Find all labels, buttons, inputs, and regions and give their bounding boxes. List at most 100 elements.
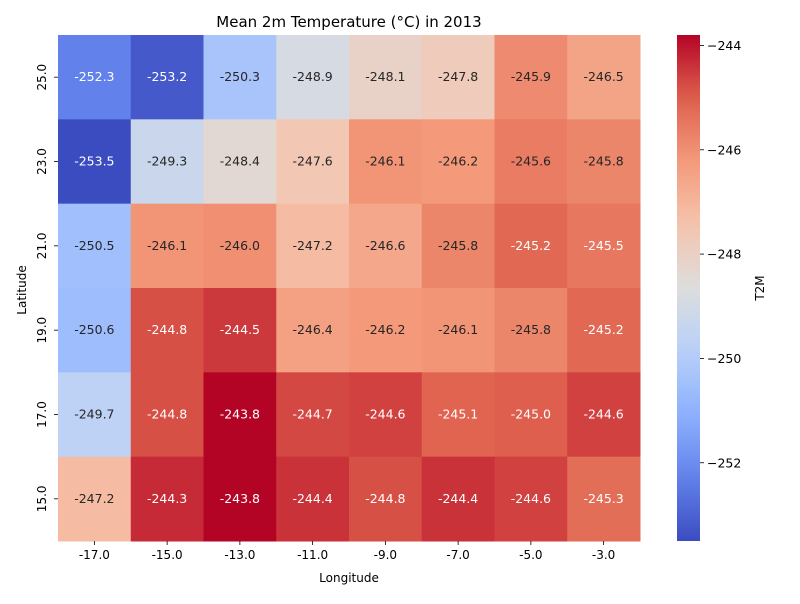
cell-value-label: -248.9 — [292, 69, 332, 84]
heatmap-cell — [203, 456, 277, 542]
heatmap-cell — [58, 456, 132, 542]
heatmap-cell — [567, 119, 641, 205]
heatmap-cell — [421, 372, 495, 458]
x-axis-label: Longitude — [319, 571, 379, 585]
heatmap-cell — [130, 456, 204, 542]
heatmap-cell — [567, 35, 641, 120]
chart-title: Mean 2m Temperature (°C) in 2013 — [216, 13, 481, 31]
x-tick-label: -13.0 — [224, 548, 255, 562]
y-tick-label: 21.0 — [35, 232, 49, 259]
heatmap-cell — [494, 288, 568, 373]
heatmap-cell — [567, 456, 641, 542]
heatmap-cell — [203, 288, 277, 373]
cell-value-label: -246.4 — [292, 322, 332, 337]
cell-value-label: -249.3 — [147, 154, 187, 169]
cell-value-label: -245.6 — [511, 154, 551, 169]
heatmap-cell — [203, 35, 277, 120]
heatmap-cell — [421, 203, 495, 289]
y-tick-label: 23.0 — [35, 148, 49, 175]
heatmap-cell — [567, 203, 641, 289]
cell-value-label: -244.8 — [147, 322, 187, 337]
heatmap-cell — [58, 372, 132, 458]
cell-value-label: -244.4 — [292, 491, 332, 506]
colorbar-label: T2M — [753, 275, 767, 301]
heatmap-cell — [421, 288, 495, 373]
heatmap-cell — [276, 203, 350, 289]
cell-value-label: -245.2 — [511, 238, 551, 253]
heatmap-cell — [276, 288, 350, 373]
cell-value-label: -253.5 — [74, 154, 114, 169]
heatmap-cell — [58, 288, 132, 373]
cell-value-label: -245.8 — [511, 322, 551, 337]
cell-value-label: -244.6 — [583, 407, 623, 422]
heatmap-cell — [567, 288, 641, 373]
cell-value-label: -244.7 — [292, 407, 332, 422]
cell-value-label: -247.2 — [292, 238, 332, 253]
cell-value-label: -250.6 — [74, 322, 114, 337]
x-tick-label: -15.0 — [152, 548, 183, 562]
heatmap-cell — [276, 372, 350, 458]
heatmap-cell — [58, 119, 132, 205]
y-axis: 25.0 23.0 21.0 19.0 17.0 15.0 — [35, 64, 58, 512]
cell-value-label: -245.3 — [583, 491, 623, 506]
heatmap-cell — [203, 372, 277, 458]
cell-value-label: -245.0 — [511, 407, 551, 422]
cell-value-label: -243.8 — [220, 491, 260, 506]
colorbar — [677, 35, 700, 541]
cell-value-label: -244.6 — [365, 407, 405, 422]
cell-value-label: -245.2 — [583, 322, 623, 337]
cell-value-label: -246.2 — [365, 322, 405, 337]
cell-value-label: -245.9 — [511, 69, 551, 84]
heatmap-cell — [494, 203, 568, 289]
heatmap-cell — [58, 203, 132, 289]
heatmap-cell — [494, 456, 568, 542]
x-axis: -17.0 -15.0 -13.0 -11.0 -9.0 -7.0 -5.0 -3.0 — [79, 541, 615, 562]
cell-value-label: -247.8 — [438, 69, 478, 84]
cell-value-label: -246.0 — [220, 238, 260, 253]
cell-value-label: -247.6 — [292, 154, 332, 169]
cell-value-label: -246.5 — [583, 69, 623, 84]
colorbar-tick-label: −252 — [707, 455, 741, 470]
cell-value-label: -244.4 — [438, 491, 478, 506]
colorbar-tick-label: −248 — [707, 247, 741, 262]
heatmap-cell — [130, 119, 204, 205]
x-tick-label: -5.0 — [519, 548, 542, 562]
heatmap-cell — [203, 203, 277, 289]
x-tick-label: -7.0 — [446, 548, 469, 562]
cell-value-label: -245.5 — [583, 238, 623, 253]
cell-value-label: -248.1 — [365, 69, 405, 84]
y-axis-label: Latitude — [15, 265, 29, 314]
cell-value-label: -245.8 — [438, 238, 478, 253]
heatmap-cell — [130, 288, 204, 373]
cell-value-label: -244.6 — [511, 491, 551, 506]
x-tick-label: -17.0 — [79, 548, 110, 562]
heatmap-cell — [276, 119, 350, 205]
cell-value-label: -246.1 — [438, 322, 478, 337]
heatmap-cell-labels: -252.3 -253.2 -250.3 -248.9 -248.1 -247.8 -245… — [74, 69, 624, 506]
colorbar-tick-label: −250 — [707, 351, 741, 366]
heatmap-cell — [349, 288, 423, 373]
cell-value-label: -246.1 — [147, 238, 187, 253]
x-tick-label: -9.0 — [374, 548, 397, 562]
heatmap-cells — [58, 35, 641, 542]
heatmap-cell — [349, 203, 423, 289]
cell-value-label: -246.2 — [438, 154, 478, 169]
cell-value-label: -244.8 — [147, 407, 187, 422]
cell-value-label: -244.3 — [147, 491, 187, 506]
cell-value-label: -245.1 — [438, 407, 478, 422]
cell-value-label: -250.5 — [74, 238, 114, 253]
heatmap-cell — [421, 456, 495, 542]
cell-value-label: -247.2 — [74, 491, 114, 506]
heatmap-cell — [567, 372, 641, 458]
heatmap-cell — [130, 35, 204, 120]
heatmap-cell — [349, 35, 423, 120]
cell-value-label: -243.8 — [220, 407, 260, 422]
heatmap-cell — [494, 372, 568, 458]
x-tick-label: -11.0 — [297, 548, 328, 562]
heatmap-cell — [349, 372, 423, 458]
cell-value-label: -252.3 — [74, 69, 114, 84]
cell-value-label: -250.3 — [220, 69, 260, 84]
heatmap-cell — [494, 119, 568, 205]
